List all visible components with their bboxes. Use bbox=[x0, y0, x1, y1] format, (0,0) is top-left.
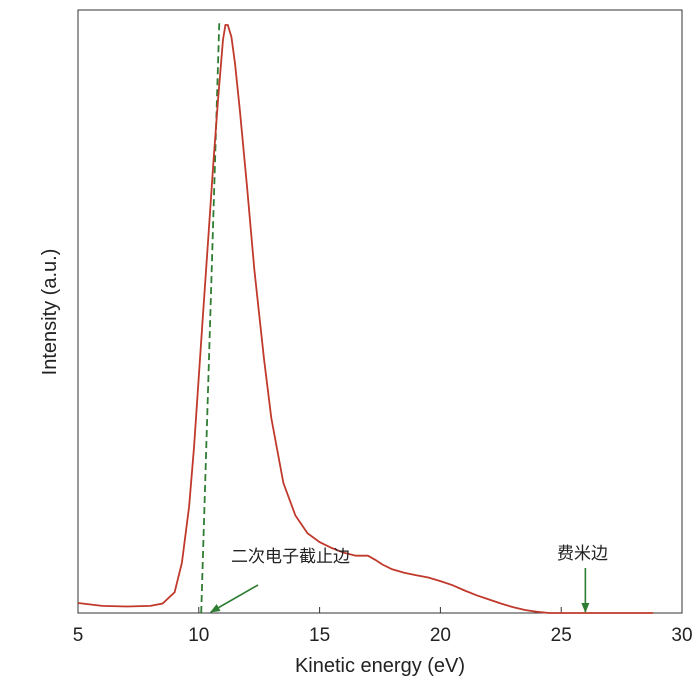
secondary-cutoff-arrow bbox=[210, 584, 259, 613]
secondary-cutoff-label: 二次电子截止边 bbox=[231, 547, 350, 567]
x-axis-ticks bbox=[77, 607, 683, 613]
plot-frame bbox=[77, 9, 683, 614]
x-tick-label: 10 bbox=[188, 625, 209, 646]
x-tick-label: 30 bbox=[671, 625, 692, 646]
x-tick-label: 15 bbox=[309, 625, 330, 646]
x-tick-label: 5 bbox=[73, 625, 84, 646]
y-axis-title: Intensity (a.u.) bbox=[39, 249, 61, 376]
x-axis-tick-labels: 5 10 15 20 25 30 bbox=[73, 625, 693, 646]
x-tick-label: 20 bbox=[430, 625, 451, 646]
fermi-edge-label: 费米边 bbox=[557, 544, 608, 564]
x-tick-label: 25 bbox=[551, 625, 572, 646]
x-axis-title: Kinetic energy (eV) bbox=[295, 655, 465, 677]
spectrum-line bbox=[77, 24, 653, 614]
